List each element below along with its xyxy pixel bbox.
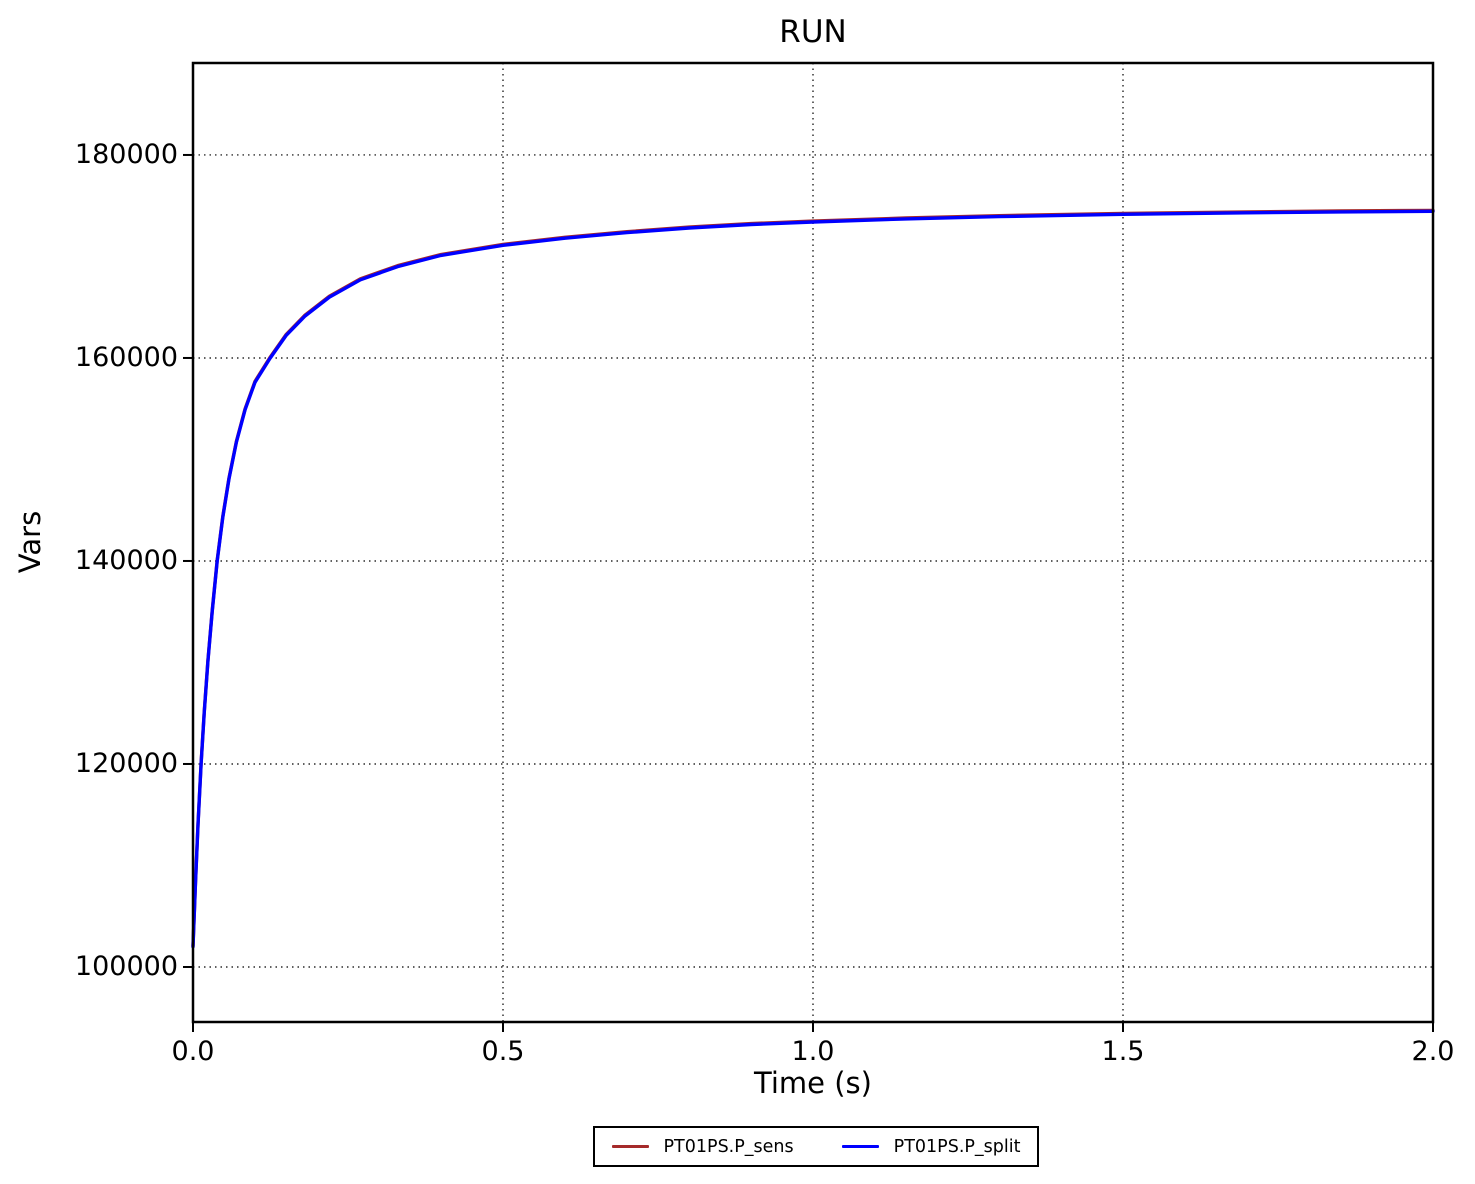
x-tick-label: 1.0: [791, 1036, 835, 1067]
x-tick-label: 0.5: [481, 1036, 525, 1067]
x-axis-label: Time (s): [754, 1066, 872, 1100]
axes-frame: [191, 61, 1435, 1024]
gridlines: [192, 63, 1434, 1022]
x-tick-label: 0.0: [171, 1036, 215, 1067]
legend-line-swatch-blue: [841, 1144, 879, 1149]
y-tick-label: 160000: [74, 341, 178, 373]
legend: PT01PS.P_sens PT01PS.P_split: [593, 1126, 1039, 1167]
x-tick-label: 1.5: [1101, 1036, 1145, 1067]
axis-ticks: [183, 153, 1434, 1032]
y-tick-label: 180000: [74, 138, 178, 170]
chart-title: RUN: [779, 14, 847, 50]
legend-label: PT01PS.P_sens: [663, 1136, 794, 1157]
y-tick-label: 100000: [74, 950, 178, 982]
y-tick-label: 140000: [74, 544, 178, 576]
x-tick-label: 2.0: [1411, 1036, 1455, 1067]
legend-item-p-sens: PT01PS.P_sens: [611, 1136, 794, 1157]
legend-label: PT01PS.P_split: [893, 1136, 1021, 1157]
series-line-pt01ps-p-split: [191, 209, 1435, 949]
series-line-pt01ps-p-sens: [191, 208, 1435, 948]
legend-item-p-split: PT01PS.P_split: [841, 1136, 1021, 1157]
series-lines: [191, 208, 1435, 949]
y-tick-label: 120000: [74, 747, 178, 779]
legend-line-swatch-red: [611, 1144, 649, 1149]
plot-area: [183, 61, 1435, 1032]
